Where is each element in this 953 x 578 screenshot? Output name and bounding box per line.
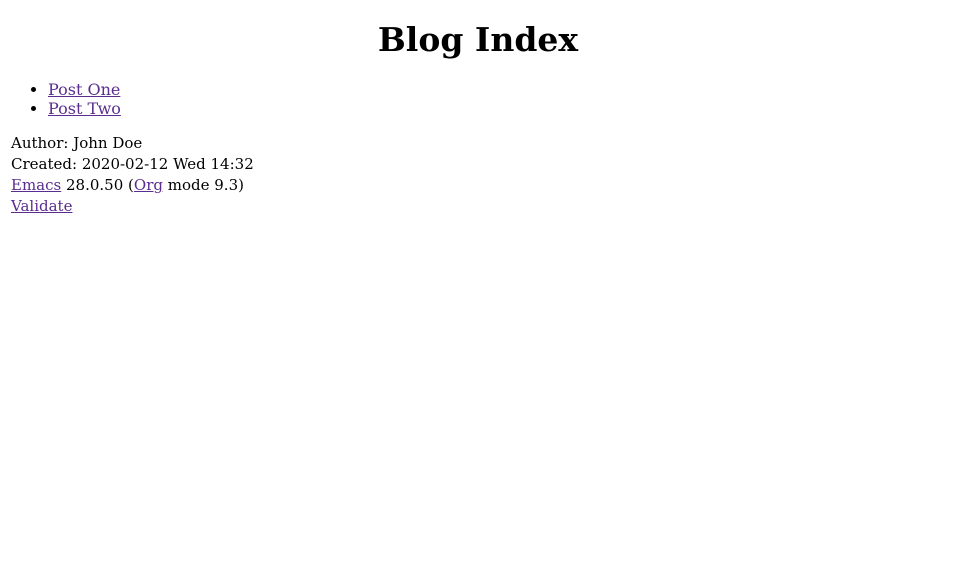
emacs-link[interactable]: Emacs	[11, 176, 62, 194]
postamble: Author: John Doe Created: 2020-02-12 Wed…	[11, 133, 945, 217]
post-two-link[interactable]: Post Two	[48, 99, 121, 118]
page-title: Blog Index	[377, 20, 579, 59]
author-line: Author: John Doe	[11, 133, 945, 154]
post-one-link[interactable]: Post One	[48, 80, 121, 99]
author-name: John Doe	[73, 134, 143, 152]
content: Blog Index Post One Post Two Author: Joh…	[0, 20, 953, 217]
validation-line: Validate	[11, 196, 945, 217]
created-value: 2020-02-12 Wed 14:32	[81, 155, 254, 173]
post-list: Post One Post Two	[11, 80, 945, 118]
validate-link[interactable]: Validate	[11, 197, 73, 215]
list-item: Post Two	[48, 99, 945, 118]
list-item: Post One	[48, 80, 945, 99]
emacs-version: 28.0.50	[66, 176, 124, 194]
created-line: Created: 2020-02-12 Wed 14:32	[11, 154, 945, 175]
org-version: mode 9.3	[167, 176, 239, 194]
author-label: Author:	[11, 134, 69, 152]
org-link[interactable]: Org	[133, 176, 163, 194]
creator-line: Emacs 28.0.50 (Org mode 9.3)	[11, 176, 244, 194]
created-label: Created:	[11, 155, 78, 173]
